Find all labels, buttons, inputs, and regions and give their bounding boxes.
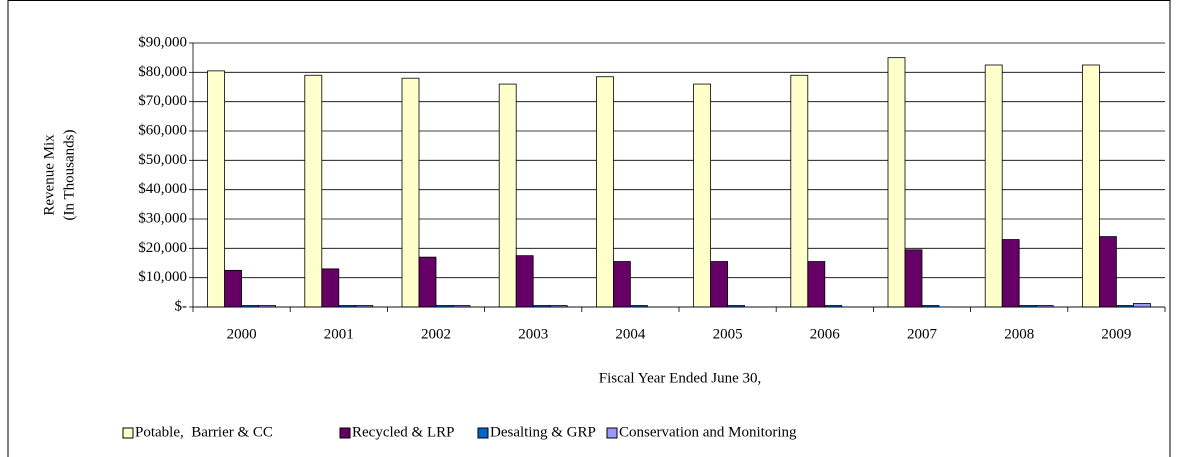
bar	[596, 76, 614, 308]
bar	[1001, 239, 1020, 308]
x-tick-label: 2007	[907, 326, 938, 342]
bar	[807, 261, 826, 308]
x-tick-label: 2002	[421, 326, 451, 342]
y-tick-label: $60,000	[138, 122, 187, 138]
x-tick-label: 2005	[713, 326, 743, 342]
bar	[304, 74, 323, 308]
y-tick-label: $20,000	[138, 240, 187, 256]
legend-swatch	[606, 427, 618, 439]
legend-label: Desalting & GRP	[490, 424, 596, 440]
legend-label: Recycled & LRP	[352, 424, 454, 440]
legend-label: Potable, Barrier & CC	[135, 424, 273, 440]
legend-label: Conservation and Monitoring	[619, 424, 797, 440]
bar	[693, 83, 711, 308]
bar	[224, 269, 243, 308]
bar	[984, 64, 1003, 308]
x-tick-label: 2003	[518, 326, 548, 342]
y-tick-label: $50,000	[138, 152, 187, 168]
y-tick-label: $10,000	[138, 269, 187, 285]
legend-swatch	[339, 427, 351, 439]
legend-swatch	[122, 427, 134, 439]
x-tick-label: 2000	[227, 326, 257, 342]
bar	[498, 83, 517, 308]
bar	[207, 70, 226, 308]
bar	[887, 57, 906, 308]
x-tick-label: 2001	[324, 326, 354, 342]
y-tick-label: $30,000	[138, 210, 187, 226]
y-tick-label: $80,000	[138, 64, 187, 80]
x-tick-label: 2009	[1101, 326, 1131, 342]
bar	[515, 255, 534, 308]
bar	[1082, 64, 1100, 308]
bar	[1099, 236, 1117, 308]
y-axis-label: Revenue Mix	[41, 134, 57, 216]
x-axis-label: Fiscal Year Ended June 30,	[599, 370, 761, 386]
bar	[710, 261, 728, 308]
bar	[321, 268, 340, 308]
y-axis-label: (In Thousands)	[61, 130, 77, 221]
legend-swatch	[477, 427, 489, 439]
bar	[1133, 303, 1151, 308]
y-tick-label: $40,000	[138, 181, 187, 197]
x-tick-label: 2004	[615, 326, 646, 342]
y-tick-label: $70,000	[138, 93, 187, 109]
bar	[401, 77, 420, 308]
y-tick-label: $-	[175, 298, 188, 314]
x-tick-label: 2006	[810, 326, 841, 342]
chart-border	[7, 0, 1171, 457]
y-tick-label: $90,000	[138, 34, 187, 50]
bar	[613, 261, 631, 308]
bar	[904, 249, 923, 308]
bar	[790, 74, 809, 308]
bar	[418, 256, 437, 308]
x-tick-label: 2008	[1004, 326, 1034, 342]
